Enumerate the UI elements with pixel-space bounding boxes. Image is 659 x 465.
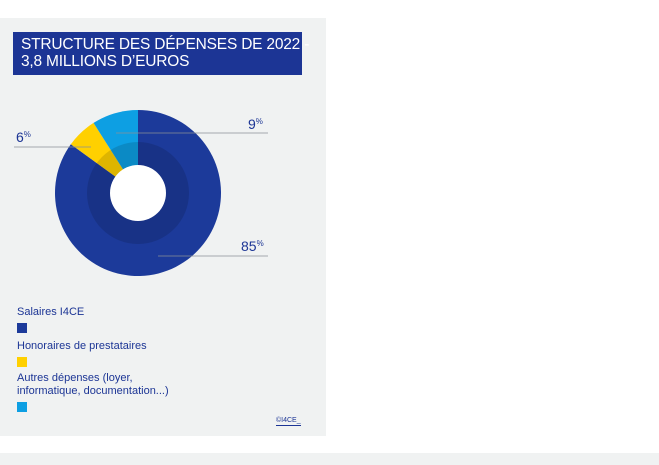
legend-swatch-honoraires — [17, 357, 27, 367]
chart-card: STRUCTURE DES DÉPENSES DE 2022 - 3,8 MIL… — [0, 18, 326, 436]
legend-label-autres-line-2: informatique, documentation...) — [17, 385, 169, 397]
legend-item-autres: Autres dépenses (loyer, informatique, do… — [17, 372, 169, 412]
legend-label-salaires: Salaires I4CE — [17, 306, 85, 318]
legend-swatch-autres — [17, 402, 27, 412]
legend-label-honoraires: Honoraires de prestataires — [17, 340, 147, 352]
data-label-9-unit: % — [256, 117, 263, 126]
data-label-85-number: 85 — [241, 238, 257, 254]
donut-chart: 6% 9% 85% — [14, 110, 268, 276]
legend-swatch-salaires — [17, 323, 27, 333]
chart-title-line-2: 3,8 MILLIONS D’EUROS — [21, 53, 190, 70]
data-label-6: 6% — [16, 129, 31, 145]
bottom-band — [0, 453, 659, 465]
data-label-6-number: 6 — [16, 129, 24, 145]
data-label-85-unit: % — [257, 239, 264, 248]
data-label-9: 9% — [248, 116, 263, 132]
legend-label-autres-line-1: Autres dépenses (loyer, — [17, 372, 133, 384]
data-label-85: 85% — [241, 238, 264, 254]
legend-item-salaires: Salaires I4CE — [17, 306, 84, 333]
legend-item-honoraires: Honoraires de prestataires — [17, 340, 147, 367]
credit-text: ©I4CE_ — [276, 417, 301, 426]
data-label-6-unit: % — [24, 130, 31, 139]
chart-title-line-1: STRUCTURE DES DÉPENSES DE 2022 - — [21, 36, 310, 53]
chart-title: STRUCTURE DES DÉPENSES DE 2022 - 3,8 MIL… — [13, 32, 310, 75]
data-label-9-number: 9 — [248, 116, 256, 132]
donut-hole — [110, 165, 166, 221]
